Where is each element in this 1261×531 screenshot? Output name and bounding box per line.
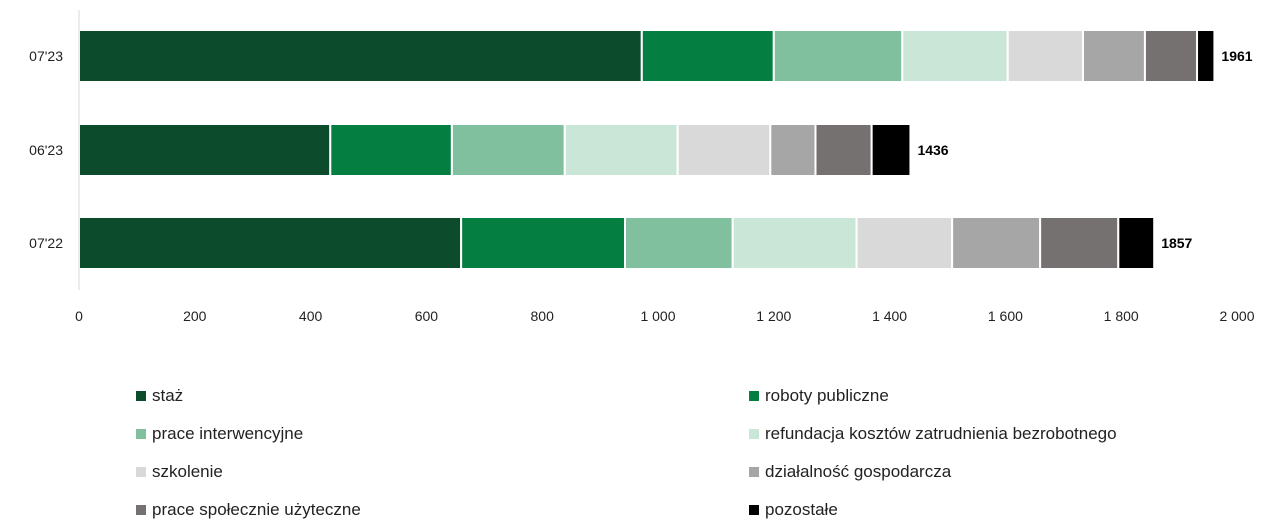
legend-swatch bbox=[749, 467, 759, 477]
legend-swatch bbox=[749, 505, 759, 515]
bar-segment bbox=[1006, 29, 1084, 83]
x-tick-label: 800 bbox=[531, 308, 555, 324]
legend: staż roboty publiczne prace interwencyjne r… bbox=[136, 386, 1117, 519]
x-tick-label: 600 bbox=[415, 308, 439, 324]
x-tick-label: 1 600 bbox=[988, 308, 1023, 324]
legend-swatch bbox=[136, 505, 146, 515]
legend-swatch bbox=[136, 467, 146, 477]
total-value-label: 1857 bbox=[1161, 235, 1192, 251]
category-labels: 07'23 06'23 07'22 bbox=[29, 48, 63, 251]
bar-segment bbox=[676, 123, 772, 177]
bar-segment bbox=[450, 123, 566, 177]
bar-segment bbox=[329, 123, 453, 177]
legend-label: pozostałe bbox=[765, 500, 838, 519]
total-value-label: 1961 bbox=[1221, 48, 1252, 64]
bar-segment bbox=[731, 216, 858, 270]
bar-segment bbox=[1117, 216, 1156, 270]
total-value-label: 1436 bbox=[917, 142, 948, 158]
bar-segment bbox=[1143, 29, 1199, 83]
bar-segment bbox=[855, 216, 954, 270]
bar-segment bbox=[814, 123, 873, 177]
x-tick-label: 0 bbox=[75, 308, 83, 324]
legend-swatch bbox=[749, 429, 759, 439]
bar-segment bbox=[78, 216, 463, 270]
legend-label: staż bbox=[152, 386, 183, 405]
x-tick-label: 1 800 bbox=[1104, 308, 1139, 324]
legend-swatch bbox=[136, 391, 146, 401]
bar-segment bbox=[640, 29, 775, 83]
bar-segment bbox=[1081, 29, 1146, 83]
bar-segment bbox=[769, 123, 817, 177]
bar-segment bbox=[870, 123, 912, 177]
bar-segment bbox=[951, 216, 1042, 270]
x-tick-labels: 0 200 400 600 800 1 000 1 200 1 400 1 600 1 800 2 … bbox=[75, 308, 1255, 324]
bar-segment bbox=[901, 29, 1009, 83]
category-label: 07'22 bbox=[29, 235, 63, 251]
x-tick-label: 1 000 bbox=[640, 308, 675, 324]
legend-label: szkolenie bbox=[152, 462, 223, 481]
bar-segment bbox=[772, 29, 904, 83]
x-tick-label: 2 000 bbox=[1219, 308, 1254, 324]
bar-segment bbox=[1039, 216, 1120, 270]
bar-segment bbox=[460, 216, 626, 270]
legend-label: działalność gospodarcza bbox=[765, 462, 952, 481]
x-tick-label: 1 200 bbox=[756, 308, 791, 324]
x-tick-label: 400 bbox=[299, 308, 323, 324]
bar-segment bbox=[78, 123, 332, 177]
bar-segment bbox=[623, 216, 734, 270]
bar-segment bbox=[78, 29, 643, 83]
legend-swatch bbox=[749, 391, 759, 401]
bars-layer bbox=[78, 29, 1216, 270]
x-tick-label: 200 bbox=[183, 308, 207, 324]
legend-label: prace interwencyjne bbox=[152, 424, 303, 443]
category-label: 07'23 bbox=[29, 48, 63, 64]
legend-label: roboty publiczne bbox=[765, 386, 889, 405]
bar-segment bbox=[563, 123, 679, 177]
bar-segment bbox=[1196, 29, 1216, 83]
legend-label: prace społecznie użyteczne bbox=[152, 500, 361, 519]
total-labels: 1961 1436 1857 bbox=[917, 48, 1252, 251]
category-label: 06'23 bbox=[29, 142, 63, 158]
x-tick-label: 1 400 bbox=[872, 308, 907, 324]
legend-swatch bbox=[136, 429, 146, 439]
legend-label: refundacja kosztów zatrudnienia bezrobot… bbox=[765, 424, 1117, 443]
